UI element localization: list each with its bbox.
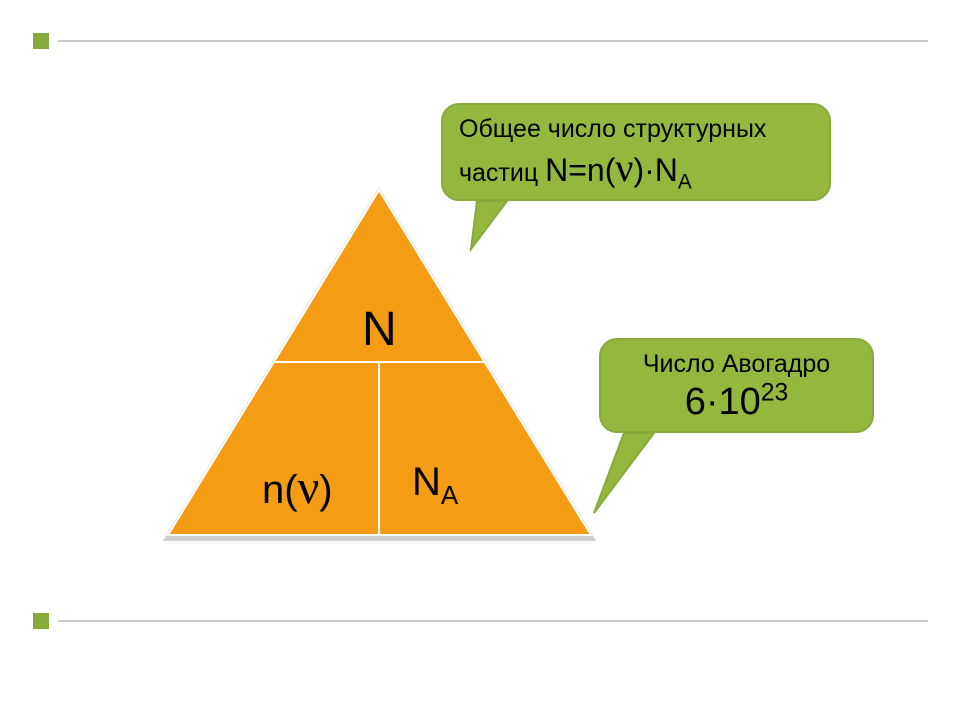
label-NA-text: NA bbox=[412, 460, 458, 504]
divider-bottom bbox=[58, 620, 928, 622]
callout-top-line1: Общее число структурных bbox=[459, 115, 813, 144]
divider-top bbox=[58, 40, 928, 42]
callout-top-line2: частиц N=n(ν)·NA bbox=[459, 168, 692, 185]
callout-bottom-tail bbox=[624, 433, 684, 523]
callout-bottom-line1: Число Авогадро bbox=[617, 350, 856, 379]
callout-bottom-line2: 6·1023 bbox=[617, 379, 856, 424]
label-n-nu-text: n(ν) bbox=[262, 468, 333, 512]
accent-square-top bbox=[33, 33, 49, 49]
triangle-label-NA: NA bbox=[412, 460, 458, 511]
label-N-text: N bbox=[362, 303, 397, 356]
slide-stage: N n(ν) NA Общее число структурных частиц… bbox=[0, 0, 960, 720]
callout-avogadro: Число Авогадро 6·1023 bbox=[599, 338, 874, 433]
callout-total-particles: Общее число структурных частиц N=n(ν)·NA bbox=[441, 103, 831, 201]
callout-top-tail bbox=[477, 201, 537, 261]
accent-square-bottom bbox=[33, 613, 49, 629]
triangle-label-n-nu: n(ν) bbox=[262, 460, 333, 515]
triangle-label-N: N bbox=[362, 302, 397, 357]
